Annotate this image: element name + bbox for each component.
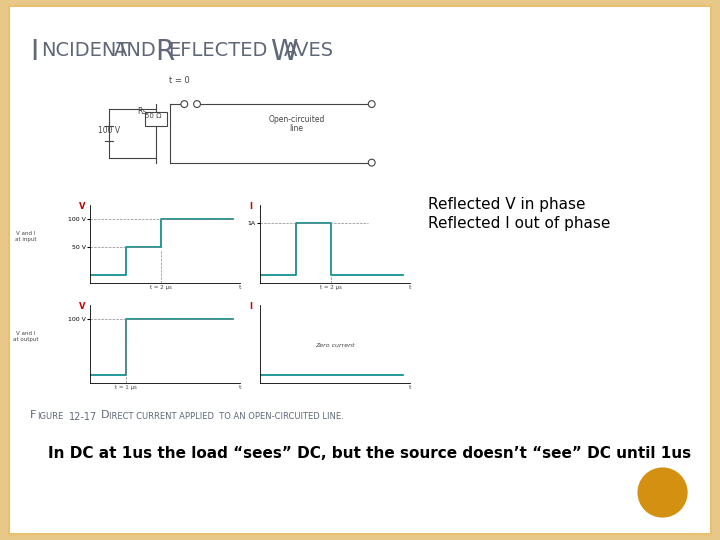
Text: t = 0: t = 0 xyxy=(169,76,190,85)
Circle shape xyxy=(369,159,375,166)
Text: 100 V: 100 V xyxy=(98,126,120,136)
Text: EFLECTED: EFLECTED xyxy=(168,40,267,59)
Text: t: t xyxy=(409,285,411,290)
Text: V and I
at output: V and I at output xyxy=(13,332,38,342)
Text: IRECT CURRENT APPLIED  TO AN OPEN-CIRCUITED LINE.: IRECT CURRENT APPLIED TO AN OPEN-CIRCUIT… xyxy=(109,411,344,421)
Text: Zero current: Zero current xyxy=(315,342,355,348)
Text: t: t xyxy=(409,384,411,390)
Text: Reflected V in phase: Reflected V in phase xyxy=(428,197,586,212)
Text: V: V xyxy=(79,202,86,211)
Text: W: W xyxy=(270,38,297,66)
Circle shape xyxy=(369,100,375,107)
Text: D: D xyxy=(102,409,110,420)
Text: IGURE: IGURE xyxy=(37,411,63,421)
Text: Open-circuited: Open-circuited xyxy=(269,114,325,124)
Text: I: I xyxy=(30,38,38,66)
Text: I: I xyxy=(249,302,252,310)
Text: t = 2 μs: t = 2 μs xyxy=(320,285,343,290)
Text: 50 Ω: 50 Ω xyxy=(145,113,162,119)
Text: V: V xyxy=(79,302,86,311)
Text: line: line xyxy=(289,124,304,133)
Text: Reflected I out of phase: Reflected I out of phase xyxy=(428,217,611,231)
Text: t = 1 μs: t = 1 μs xyxy=(114,384,137,389)
Text: R: R xyxy=(155,38,174,66)
Text: NCIDENT: NCIDENT xyxy=(41,40,128,59)
Circle shape xyxy=(181,100,188,107)
Circle shape xyxy=(194,100,200,107)
Text: AVES: AVES xyxy=(284,40,334,59)
Text: 12-17: 12-17 xyxy=(69,411,97,422)
FancyBboxPatch shape xyxy=(145,112,167,126)
Text: V and I
at input: V and I at input xyxy=(15,232,37,242)
Text: In DC at 1us the load “sees” DC, but the source doesn’t “see” DC until 1us: In DC at 1us the load “sees” DC, but the… xyxy=(48,446,690,461)
Text: t: t xyxy=(239,285,241,289)
Text: Rs: Rs xyxy=(138,107,147,116)
Circle shape xyxy=(638,468,687,517)
Text: AND: AND xyxy=(114,40,157,59)
Text: t = 2 μs: t = 2 μs xyxy=(150,285,172,289)
Text: F: F xyxy=(30,409,37,420)
Text: t: t xyxy=(239,384,241,389)
Text: I: I xyxy=(249,201,252,211)
